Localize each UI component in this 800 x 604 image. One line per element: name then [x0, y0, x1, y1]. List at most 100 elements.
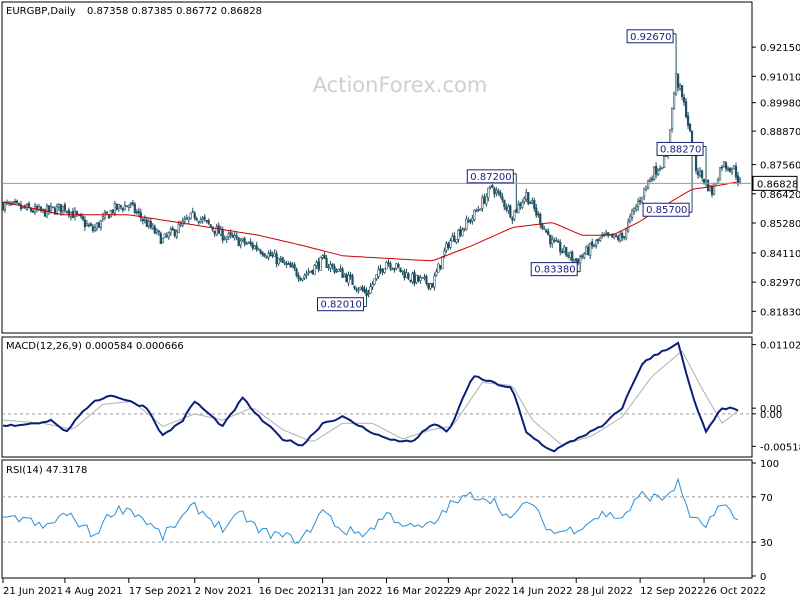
candle-body — [49, 205, 53, 211]
candle-body — [249, 241, 252, 245]
candle-body — [297, 275, 300, 279]
candle-body — [39, 206, 43, 212]
candle-body — [385, 261, 388, 270]
candle-body — [95, 223, 98, 230]
candle-body — [712, 183, 716, 195]
time-tick-label: 14 Jun 2022 — [512, 586, 572, 597]
time-tick-label: 12 Sep 2022 — [640, 586, 703, 597]
candle-body — [121, 208, 124, 211]
candle-body — [373, 278, 376, 285]
candle-body — [561, 251, 564, 253]
candle-body — [253, 245, 256, 250]
candle-body — [447, 243, 450, 248]
candle-body — [333, 266, 336, 273]
candle-body — [183, 219, 186, 222]
candle-body — [443, 250, 446, 256]
candle-body — [85, 223, 88, 226]
candle-body — [173, 229, 176, 236]
candle-body — [339, 268, 342, 271]
candle-body — [461, 229, 464, 237]
candle-body — [395, 263, 398, 269]
candle-body — [583, 253, 586, 258]
candle-body — [611, 233, 614, 238]
candle-body — [639, 200, 642, 202]
candle-body — [645, 185, 648, 190]
candle-body — [738, 179, 742, 183]
candle-body — [1, 202, 5, 211]
candle-body — [273, 252, 276, 257]
candle-body — [53, 208, 57, 215]
candle-body — [165, 235, 168, 237]
candle-body — [275, 253, 278, 265]
candle-body — [223, 238, 226, 240]
candle-body — [680, 85, 684, 97]
candle-body — [437, 263, 440, 273]
candle-body — [463, 227, 466, 230]
candle-body — [597, 238, 600, 241]
candle-body — [217, 225, 220, 234]
candle-body — [491, 184, 494, 188]
annotation-box — [466, 169, 514, 184]
candle-body — [633, 208, 636, 212]
candle-body — [569, 251, 572, 258]
candle-body — [323, 254, 326, 259]
annotation-label: 0.87200 — [470, 172, 511, 183]
candle-body — [647, 180, 650, 189]
candle-body — [629, 215, 632, 222]
candle-body — [467, 220, 470, 222]
candle-body — [581, 255, 584, 257]
candle-body — [151, 225, 154, 229]
candle-body — [277, 258, 280, 265]
candle-body — [672, 93, 676, 109]
candle-body — [177, 223, 180, 233]
candle-body — [698, 170, 702, 177]
candle-body — [263, 253, 266, 257]
candle-body — [533, 200, 536, 209]
candle-body — [567, 255, 570, 257]
candle-body — [291, 265, 294, 268]
candle-body — [15, 200, 19, 204]
candle-body — [357, 289, 360, 292]
candle-body — [431, 283, 434, 288]
candle-body — [251, 243, 254, 249]
candle-body — [730, 169, 734, 173]
price-tick-label: 0.81830 — [760, 307, 800, 318]
candle-body — [507, 206, 510, 211]
candle-body — [661, 167, 664, 170]
candle-body — [453, 235, 456, 242]
candle-body — [439, 265, 442, 269]
rsi-tick-label: 30 — [760, 538, 773, 549]
candle-body — [227, 233, 230, 237]
candle-body — [207, 220, 210, 224]
candle-body — [411, 273, 414, 282]
candle-body — [663, 155, 666, 168]
candle-body — [676, 74, 680, 88]
candle-body — [191, 211, 194, 213]
candle-body — [351, 275, 354, 285]
candle-body — [543, 228, 546, 230]
candle-body — [167, 232, 170, 238]
candle-body — [421, 277, 424, 279]
price-annotations: 0.92670 0.88270 0.87200 0.85700 0.83380 0.820… — [317, 29, 707, 312]
candle-body — [471, 217, 474, 222]
rsi-title: RSI(14) 47.3178 — [6, 465, 87, 476]
candle-body — [599, 237, 602, 241]
candle-body — [131, 202, 134, 205]
candle-body — [3, 202, 7, 211]
candle-body — [708, 185, 712, 192]
candle-body — [397, 263, 400, 268]
candle-body — [155, 229, 158, 233]
macd-axis: 0.011023 0.000.00 -0.005182 — [2, 341, 800, 453]
candle-body — [47, 205, 51, 212]
candle-body — [451, 235, 454, 242]
candle-body — [706, 179, 710, 192]
annotation-label: 0.82010 — [321, 300, 362, 311]
candle-body — [653, 166, 656, 180]
candle-body — [577, 259, 580, 264]
candle-body — [345, 274, 348, 283]
price-tick-label: 0.84110 — [760, 249, 800, 260]
candle-body — [435, 271, 438, 276]
candle-body — [265, 256, 268, 259]
time-tick-label: 2 Nov 2021 — [195, 586, 253, 597]
